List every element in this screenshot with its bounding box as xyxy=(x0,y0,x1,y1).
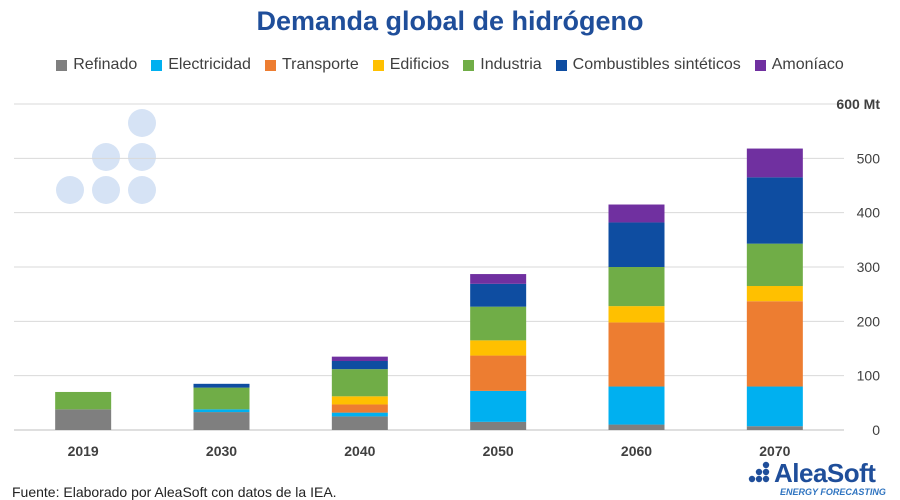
bar-segment xyxy=(193,387,250,410)
y-tick-label: 0 xyxy=(872,422,880,438)
legend-item: Refinado xyxy=(56,56,137,74)
decor-dot xyxy=(92,176,120,204)
bars xyxy=(55,148,803,430)
x-tick-label: 2060 xyxy=(621,443,652,459)
legend-swatch xyxy=(754,59,766,71)
bar-segment xyxy=(331,369,388,397)
bar-segment xyxy=(608,306,665,323)
bar-segment xyxy=(331,356,388,361)
bar-segment xyxy=(470,421,527,430)
bar-segment xyxy=(608,267,665,307)
bar-segment xyxy=(193,412,250,430)
bar-segment xyxy=(746,243,803,287)
y-tick-label: 400 xyxy=(857,205,881,221)
decor-dot xyxy=(56,176,84,204)
bar-segment xyxy=(608,424,665,430)
bar-segment xyxy=(608,386,665,425)
legend-label: Edificios xyxy=(389,56,450,73)
bar-segment xyxy=(470,340,527,356)
bar-segment xyxy=(746,148,803,178)
legend-item: Amoníaco xyxy=(754,56,844,74)
bar-segment xyxy=(608,322,665,387)
legend-label: Transporte xyxy=(281,56,359,73)
bar-segment xyxy=(746,426,803,430)
chart-legend: Refinado Electricidad Transporte Edificios I… xyxy=(0,56,900,74)
bar-segment xyxy=(331,412,388,417)
x-tick-label: 2050 xyxy=(483,443,514,459)
bar-segment xyxy=(331,416,388,430)
x-tick-label: 2030 xyxy=(206,443,237,459)
legend-swatch xyxy=(463,59,475,71)
legend-label: Refinado xyxy=(73,56,138,73)
legend-swatch xyxy=(555,59,567,71)
aleasoft-logo: AleaSoft ENERGY FORECASTING xyxy=(748,458,898,498)
decorative-dots xyxy=(56,109,156,204)
legend-item: Industria xyxy=(463,56,542,74)
bar-segment xyxy=(470,355,527,391)
x-tick-label: 2019 xyxy=(68,443,99,459)
decor-dot xyxy=(92,143,120,171)
legend-item: Electricidad xyxy=(151,56,251,74)
bar-segment xyxy=(608,204,665,223)
bar-segment xyxy=(470,274,527,284)
legend-swatch xyxy=(372,59,384,71)
x-tick-label: 2040 xyxy=(344,443,375,459)
y-tick-label: 200 xyxy=(857,313,881,329)
bar-segment xyxy=(55,391,112,410)
bar-segment xyxy=(746,177,803,244)
bar-segment xyxy=(470,306,527,341)
x-axis-labels: 2019 2030 2040 2050 2060 2070 xyxy=(68,443,791,459)
grid-lines xyxy=(14,103,844,431)
bar-segment xyxy=(55,409,112,430)
legend-swatch xyxy=(56,59,68,71)
bar-segment xyxy=(331,404,388,413)
bar-segment xyxy=(470,390,527,422)
bar-segment xyxy=(331,396,388,405)
bar-segment xyxy=(331,360,388,370)
logo-tagline: ENERGY FORECASTING xyxy=(780,487,886,497)
legend-item: Combustibles sintéticos xyxy=(555,56,741,74)
y-tick-label: 300 xyxy=(857,259,881,275)
legend-label: Amoníaco xyxy=(771,56,844,73)
legend-swatch xyxy=(264,59,276,71)
decor-dot xyxy=(128,143,156,171)
bar-segment xyxy=(608,222,665,267)
logo-mark-icon xyxy=(748,461,770,483)
legend-swatch xyxy=(151,59,163,71)
bar-segment xyxy=(746,386,803,427)
logo-wordmark: AleaSoft xyxy=(774,458,876,488)
y-tick-label: 100 xyxy=(857,368,881,384)
decor-dot xyxy=(128,176,156,204)
legend-label: Industria xyxy=(480,56,542,73)
decor-dot xyxy=(128,109,156,137)
bar-segment xyxy=(746,301,803,387)
source-note: Fuente: Elaborado por AleaSoft con datos… xyxy=(12,484,337,500)
y-axis-labels: 0 100 200 300 400 500 600 Mt xyxy=(836,96,880,438)
y-tick-label: 500 xyxy=(857,150,881,166)
legend-label: Electricidad xyxy=(168,56,251,73)
chart-title: Demanda global de hidrógeno xyxy=(256,6,644,36)
bar-segment xyxy=(746,286,803,302)
bar-segment xyxy=(193,409,250,413)
legend-label: Combustibles sintéticos xyxy=(572,56,741,73)
y-tick-label: 600 Mt xyxy=(836,96,880,112)
bar-segment xyxy=(470,283,527,307)
legend-item: Transporte xyxy=(264,56,359,74)
x-tick-label: 2070 xyxy=(759,443,790,459)
legend-item: Edificios xyxy=(372,56,450,74)
bar-segment xyxy=(193,383,250,388)
